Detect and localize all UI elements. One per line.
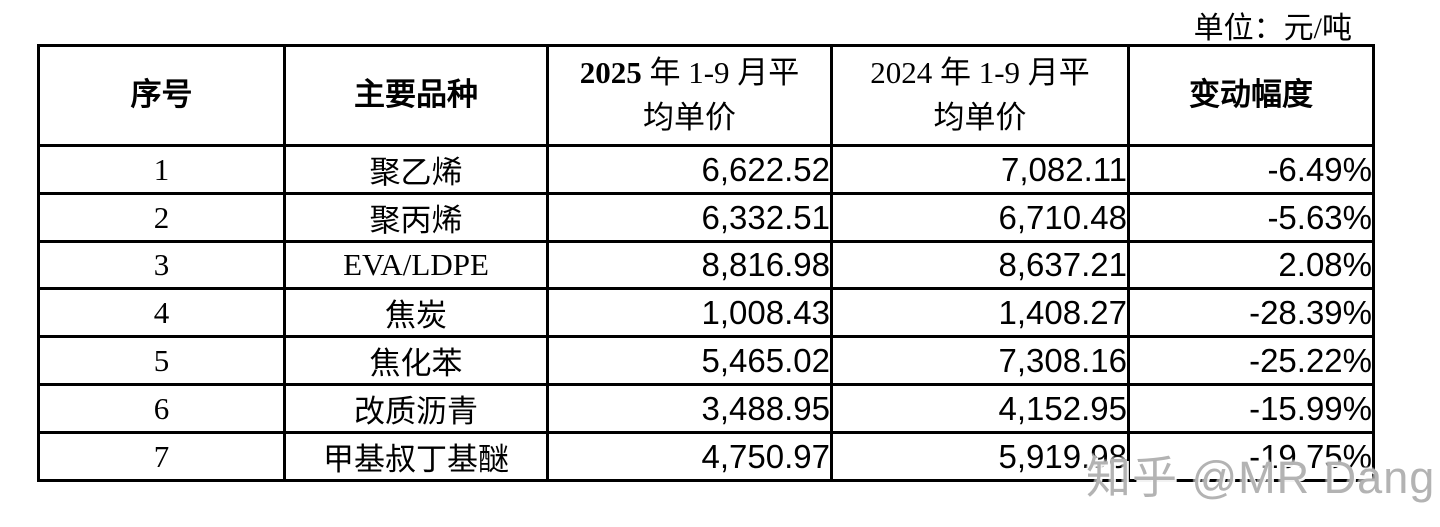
- table-row: 4 焦炭 1,008.43 1,408.27 -28.39%: [37, 287, 1375, 338]
- header-avg-2024-suffix: 年 1-9 月平: [932, 55, 1090, 91]
- header-avg-2025-suffix: 年 1-9 月平: [641, 55, 800, 91]
- header-product: 主要品种: [283, 44, 549, 147]
- avg-2024-cell: 7,082.11: [830, 144, 1130, 195]
- header-avg-2024-line2: 均单价: [933, 99, 1027, 135]
- price-table: 序号 主要品种 2025 年 1-9 月平 均单价 2024 年 1-9 月平 …: [37, 44, 1375, 482]
- avg-2025-cell: 3,488.95: [546, 383, 833, 434]
- change-cell: -25.22%: [1127, 335, 1375, 386]
- change-cell: -15.99%: [1127, 383, 1375, 434]
- product-cell: 聚乙烯: [283, 144, 549, 195]
- serial-cell: 3: [37, 240, 286, 290]
- change-cell: 2.08%: [1127, 240, 1375, 290]
- product-cell: 改质沥青: [283, 383, 549, 434]
- product-cell: 甲基叔丁基醚: [283, 431, 549, 482]
- header-serial: 序号: [37, 44, 286, 147]
- change-cell: -6.49%: [1127, 144, 1375, 195]
- product-cell: 聚丙烯: [283, 192, 549, 243]
- price-table-body: 1 聚乙烯 6,622.52 7,082.11 -6.49% 2 聚丙烯 6,3…: [37, 144, 1375, 482]
- serial-cell: 4: [37, 287, 286, 338]
- avg-2025-cell: 1,008.43: [546, 287, 833, 338]
- header-avg-2024-year: 2024: [870, 55, 933, 91]
- product-cell: EVA/LDPE: [283, 240, 549, 290]
- avg-2024-cell: 1,408.27: [830, 287, 1130, 338]
- avg-2025-cell: 4,750.97: [546, 431, 833, 482]
- avg-2025-cell: 6,622.52: [546, 144, 833, 195]
- header-avg-2025-year: 2025: [579, 55, 642, 91]
- avg-2024-cell: 5,919.98: [830, 431, 1130, 482]
- header-avg-2024: 2024 年 1-9 月平 均单价: [830, 44, 1130, 147]
- table-row: 6 改质沥青 3,488.95 4,152.95 -15.99%: [37, 383, 1375, 434]
- header-avg-2025-line2: 均单价: [643, 99, 736, 135]
- avg-2024-cell: 6,710.48: [830, 192, 1130, 243]
- serial-cell: 7: [37, 431, 286, 482]
- header-change: 变动幅度: [1127, 44, 1375, 147]
- avg-2025-cell: 5,465.02: [546, 335, 833, 386]
- unit-label: 单位：元/吨: [1193, 12, 1352, 45]
- change-cell: -19.75%: [1127, 431, 1375, 482]
- avg-2024-cell: 4,152.95: [830, 383, 1130, 434]
- table-row: 2 聚丙烯 6,332.51 6,710.48 -5.63%: [37, 192, 1375, 243]
- table-header-row: 序号 主要品种 2025 年 1-9 月平 均单价 2024 年 1-9 月平 …: [37, 44, 1375, 147]
- change-cell: -28.39%: [1127, 287, 1375, 338]
- avg-2024-cell: 7,308.16: [830, 335, 1130, 386]
- table-row: 1 聚乙烯 6,622.52 7,082.11 -6.49%: [37, 144, 1375, 195]
- table-row: 7 甲基叔丁基醚 4,750.97 5,919.98 -19.75%: [37, 431, 1375, 482]
- change-cell: -5.63%: [1127, 192, 1375, 243]
- serial-cell: 6: [37, 383, 286, 434]
- avg-2024-cell: 8,637.21: [830, 240, 1130, 290]
- serial-cell: 5: [37, 335, 286, 386]
- table-row: 5 焦化苯 5,465.02 7,308.16 -25.22%: [37, 335, 1375, 386]
- serial-cell: 2: [37, 192, 286, 243]
- table-row: 3 EVA/LDPE 8,816.98 8,637.21 2.08%: [37, 240, 1375, 290]
- product-cell: 焦化苯: [283, 335, 549, 386]
- avg-2025-cell: 6,332.51: [546, 192, 833, 243]
- serial-cell: 1: [37, 144, 286, 195]
- product-cell: 焦炭: [283, 287, 549, 338]
- avg-2025-cell: 8,816.98: [546, 240, 833, 290]
- header-avg-2025: 2025 年 1-9 月平 均单价: [546, 44, 833, 147]
